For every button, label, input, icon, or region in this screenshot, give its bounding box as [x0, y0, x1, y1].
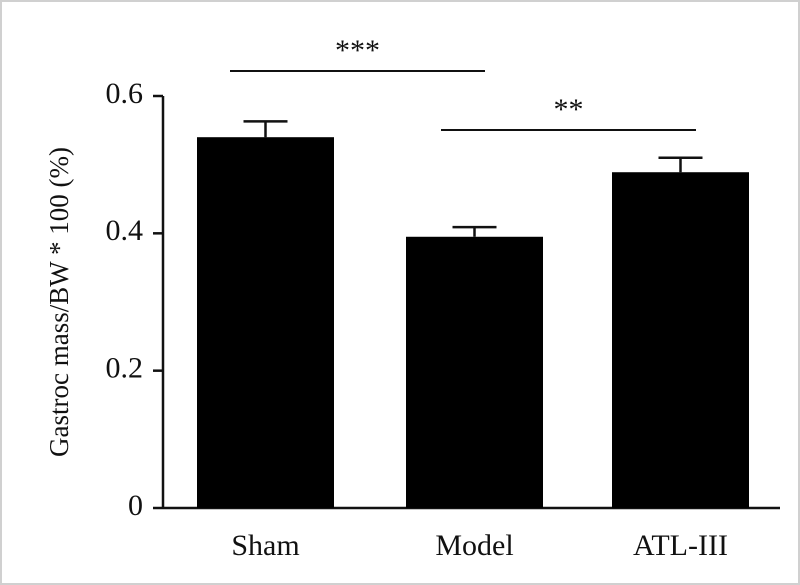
significance-label: ***: [335, 34, 380, 67]
y-tick-label: 0.4: [106, 214, 144, 247]
y-tick-label: 0.2: [106, 352, 144, 385]
bar: [406, 236, 543, 508]
y-axis-label: Gastroc mass/BW * 100 (%): [44, 147, 74, 457]
bar: [197, 137, 334, 508]
error-bar: [452, 225, 497, 237]
error-bar: [658, 156, 703, 173]
x-tick-label: ATL-III: [633, 529, 728, 562]
bar: [612, 172, 749, 508]
x-tick-label: Model: [435, 529, 513, 562]
significance-label: **: [554, 93, 584, 126]
error-bar: [243, 120, 288, 138]
x-tick-label: Sham: [231, 529, 299, 562]
y-tick-label: 0: [128, 489, 143, 522]
y-tick-label: 0.6: [106, 77, 144, 110]
